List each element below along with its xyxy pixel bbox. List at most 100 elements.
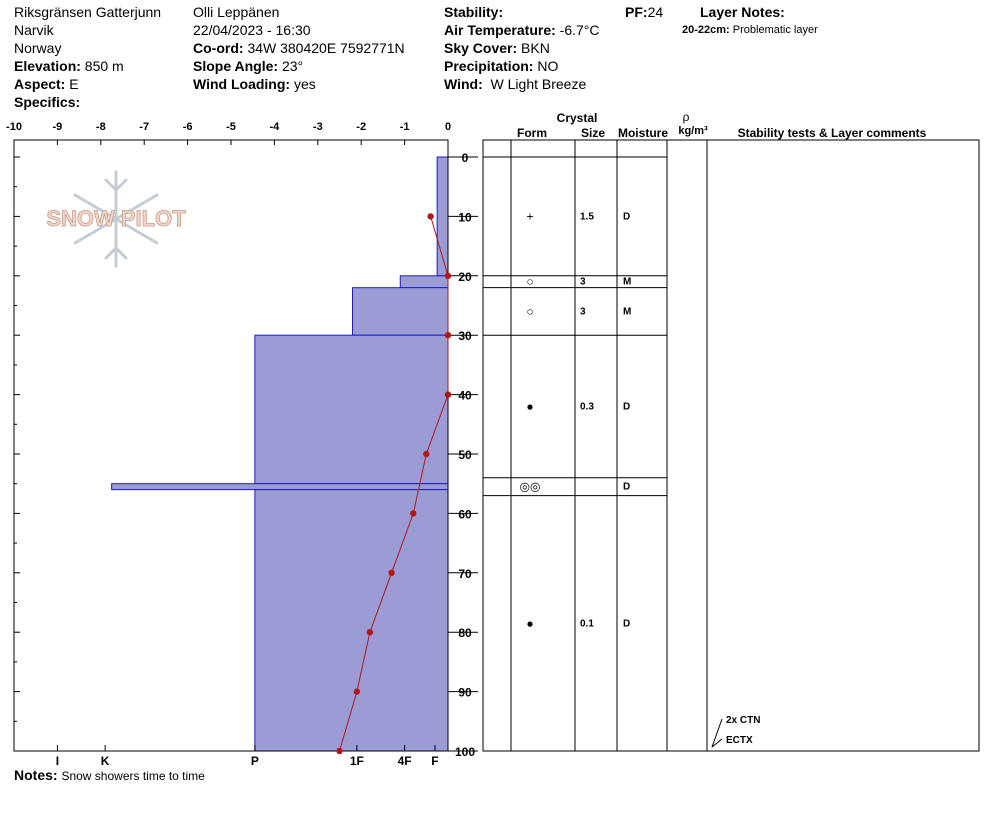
temp-tick-label: -7: [139, 121, 149, 133]
depth-tick-label: 90: [458, 686, 472, 700]
precipitation-label: Precipitation:: [444, 58, 534, 74]
temperature-point: [444, 391, 452, 398]
precipitation-row: Precipitation: NO: [444, 57, 558, 75]
sky-cover-row: Sky Cover: BKN: [444, 39, 550, 57]
wind-loading-value: yes: [293, 76, 316, 92]
elevation-row: Elevation: 850 m: [14, 57, 124, 75]
layer-form: ◎◎: [520, 480, 541, 494]
stability-test-label: 2x CTN: [726, 715, 760, 726]
temperature-point: [336, 747, 343, 755]
specifics-row: Specifics:: [14, 93, 80, 111]
temp-tick-label: 0: [445, 121, 451, 133]
density-unit-header: kg/m³: [678, 125, 708, 137]
temp-tick-label: -3: [313, 121, 323, 133]
stability-test-pointer: [711, 738, 723, 748]
air-temp-row: Air Temperature: -6.7°C: [444, 21, 600, 39]
hardness-tick-label: F: [431, 754, 438, 768]
layer-note-text: Problematic layer: [732, 24, 818, 36]
air-temp-label: Air Temperature:: [444, 22, 556, 38]
hardness-bar: [111, 483, 449, 491]
specifics-label: Specifics:: [14, 94, 81, 110]
temp-tick-label: -9: [53, 121, 63, 133]
notes-text: Snow showers time to time: [61, 769, 205, 783]
hardness-bars: [111, 156, 449, 752]
pf-label: PF:: [625, 4, 648, 20]
stability-test-pointer: [711, 718, 723, 748]
country: Norway: [14, 40, 62, 56]
temperature-point: [353, 688, 361, 695]
sky-cover-label: Sky Cover:: [444, 40, 518, 56]
layer-moisture: M: [623, 277, 631, 288]
hardness-bar: [254, 334, 449, 485]
pf-value: 24: [647, 4, 664, 20]
observer-name: Olli Leppänen: [193, 4, 280, 20]
temperature-point: [427, 213, 434, 220]
elevation-label: Elevation:: [14, 58, 81, 74]
depth-tick-label: 0: [462, 151, 469, 165]
temp-tick-label: -8: [96, 121, 106, 133]
temp-tick-label: -2: [356, 121, 366, 133]
layer-size: 3: [580, 277, 586, 288]
hardness-tick-label: K: [101, 754, 110, 768]
depth-tick-label: 30: [458, 329, 472, 343]
temperature-line: [339, 216, 449, 752]
hardness-tick-label: 4F: [398, 754, 412, 768]
temp-tick-label: -5: [226, 121, 236, 133]
temperature-point: [444, 332, 452, 339]
temp-tick-label: -6: [183, 121, 193, 133]
sky-cover-value: BKN: [521, 40, 550, 56]
layer-moisture: M: [623, 306, 631, 317]
slope-row: Slope Angle: 23°: [193, 57, 303, 75]
pf-row: PF:24: [625, 3, 663, 21]
depth-axis: 0 10 20 30 40 50 60 70 80 90 100: [14, 151, 478, 759]
stability-test-label: ECTX: [726, 735, 753, 746]
aspect-row: Aspect: E: [14, 75, 79, 93]
rho-header: ρ: [683, 110, 690, 124]
wind-row: Wind: W Light Breeze: [444, 75, 586, 93]
depth-tick-label: 20: [458, 270, 472, 284]
layer-note-item: 20-22cm: Problematic layer: [682, 24, 818, 36]
wind-value: W Light Breeze: [490, 76, 587, 92]
notes-label: Notes:: [14, 767, 58, 783]
hardness-bar: [352, 287, 449, 336]
layer-form: ●: [526, 399, 533, 413]
depth-tick-label: 10: [458, 210, 472, 224]
stability-label: Stability:: [444, 4, 504, 20]
temperature-axis: -10 -9 -8 -7 -6 -5 -4 -3 -2 -1 0: [6, 121, 451, 145]
crystal-header: Crystal: [557, 111, 598, 125]
stability-tests: 2x CTN ECTX: [711, 715, 760, 748]
layer-size: 0.1: [580, 618, 594, 629]
layer-moisture: D: [623, 482, 630, 493]
region: Narvik: [14, 22, 54, 38]
wind-loading-row: Wind Loading: yes: [193, 75, 316, 93]
temperature-point: [444, 272, 452, 279]
coord-row: Co-ord: 34W 380420E 7592771N: [193, 39, 405, 57]
layer-form: +: [526, 209, 533, 223]
temperature-point: [410, 510, 417, 517]
temp-tick-label: -10: [6, 121, 22, 133]
temperature-profile: [336, 213, 452, 755]
temperature-point: [388, 569, 395, 576]
slope-value: 23°: [281, 58, 304, 74]
layer-size: 3: [580, 306, 586, 317]
temperature-point: [366, 629, 374, 636]
comments-header: Stability tests & Layer comments: [738, 126, 927, 140]
snowpilot-logo: SNOW PILOT: [46, 170, 187, 268]
depth-tick-label: 50: [458, 448, 472, 462]
layer-table: Crystal Form Size Moisture ρ kg/m³ Stabi…: [482, 110, 980, 752]
logo-text: SNOW PILOT: [46, 206, 186, 231]
layer-moisture: D: [623, 618, 630, 629]
air-temp-value: -6.7°C: [559, 22, 600, 38]
layer-size: 0.3: [580, 401, 594, 412]
aspect-label: Aspect:: [14, 76, 66, 92]
layer-form: ○: [526, 275, 533, 289]
layer-rows: +1.5 D ○ 3 M ○ 3 M ● 0.3 D ◎◎ D ● 0.1 D: [483, 156, 667, 752]
table-frame: [482, 139, 980, 752]
layer-form: ○: [526, 304, 533, 318]
size-header: Size: [581, 126, 605, 140]
hardness-bar: [254, 489, 449, 752]
moisture-header: Moisture: [618, 126, 668, 140]
hardness-tick-label: I: [56, 754, 59, 768]
hardness-tick-label: 1F: [350, 754, 364, 768]
